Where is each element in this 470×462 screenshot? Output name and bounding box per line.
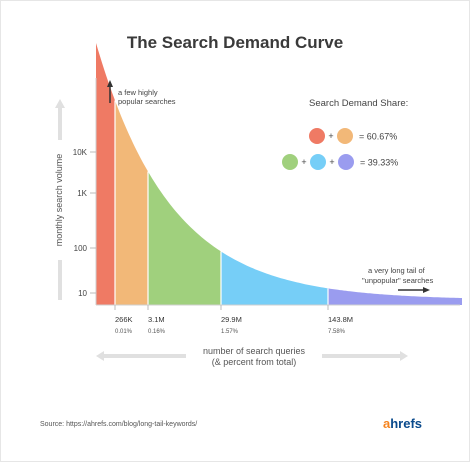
legend-plus: + — [328, 131, 333, 141]
x-ticks: 266K 0.01% 3.1M 0.16% 29.9M 1.57% 143.8M 7.58% — [114, 305, 353, 335]
legend-dot — [338, 154, 354, 170]
up-arrow-icon — [107, 80, 113, 87]
x-axis-label-group: number of search queries (& percent from… — [96, 346, 408, 367]
curve-segment — [115, 100, 148, 305]
top-annotation-line1: a few highly — [118, 88, 158, 97]
tail-annotation: a very long tail of "unpopular" searches — [362, 266, 433, 293]
x-axis-label-line2: (& percent from total) — [212, 357, 297, 367]
legend-dot — [309, 128, 325, 144]
y-axis-label: monthly search volume — [54, 154, 64, 247]
x-tick-label: 266K — [115, 315, 133, 324]
segment-dividers — [114, 100, 329, 305]
tail-annotation-line1: a very long tail of — [368, 266, 426, 275]
x-tick-percent: 0.16% — [148, 329, 166, 335]
y-tick-label: 1K — [77, 189, 87, 198]
x-tick-label: 3.1M — [148, 315, 165, 324]
x-axis-label-line1: number of search queries — [203, 346, 306, 356]
legend-title: Search Demand Share: — [309, 98, 408, 109]
legend-plus: + — [329, 157, 334, 167]
y-tick-label: 10K — [73, 148, 88, 157]
y-arrow-up-icon — [55, 99, 65, 108]
x-tick-percent: 0.01% — [115, 329, 133, 335]
y-ticks: 10K 1K 100 10 — [73, 148, 96, 298]
curve-segments — [96, 43, 462, 305]
chart-title: The Search Demand Curve — [127, 33, 343, 52]
curve-segment — [221, 251, 328, 305]
logo-hrefs: hrefs — [390, 416, 422, 431]
legend-value: = 60.67% — [359, 132, 397, 142]
tail-annotation-line2: "unpopular" searches — [362, 276, 433, 285]
x-tick-label: 29.9M — [221, 315, 242, 324]
legend-dot — [337, 128, 353, 144]
y-axis-label-group: monthly search volume — [54, 99, 65, 300]
x-arrow-left-icon — [96, 351, 104, 361]
curve-segment — [328, 288, 462, 305]
legend: Search Demand Share: + = 60.67% + + = 39.33% — [282, 98, 408, 170]
source-text: Source: https://ahrefs.com/blog/long-tai… — [40, 421, 197, 428]
y-tick-label: 100 — [74, 244, 88, 253]
top-annotation-line2: popular searches — [118, 97, 176, 106]
ahrefs-logo: ahrefs — [383, 416, 422, 431]
right-arrow-icon — [423, 287, 430, 293]
x-tick-percent: 1.57% — [221, 329, 239, 335]
curve-segment — [148, 171, 221, 305]
curve-segment — [96, 43, 115, 305]
legend-value: = 39.33% — [360, 158, 398, 168]
legend-dot — [282, 154, 298, 170]
x-tick-label: 143.8M — [328, 315, 353, 324]
x-arrow-right-icon — [400, 351, 408, 361]
x-tick-percent: 7.58% — [328, 329, 346, 335]
y-tick-label: 10 — [78, 289, 87, 298]
legend-dot — [310, 154, 326, 170]
legend-plus: + — [301, 157, 306, 167]
logo-letter-a: a — [383, 416, 391, 431]
top-annotation: a few highly popular searches — [107, 80, 176, 106]
